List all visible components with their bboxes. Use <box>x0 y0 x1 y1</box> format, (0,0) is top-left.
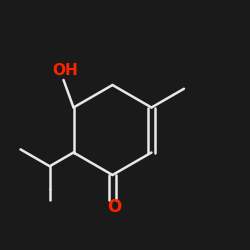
Text: O: O <box>107 198 122 216</box>
Text: OH: OH <box>52 63 78 78</box>
